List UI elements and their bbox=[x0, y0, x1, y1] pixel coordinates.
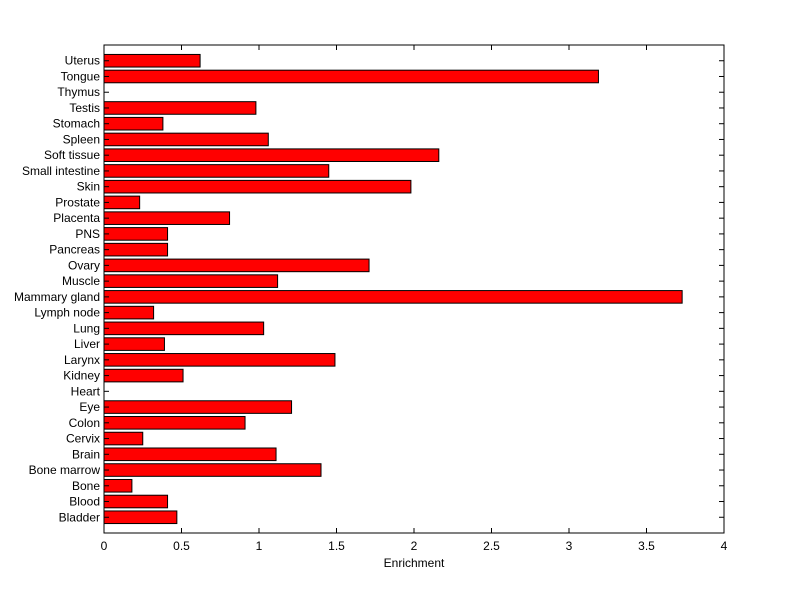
category-label: Prostate bbox=[55, 195, 100, 209]
x-tick-label: 0 bbox=[101, 539, 108, 553]
bar-uterus bbox=[103, 53, 201, 68]
category-label: Stomach bbox=[53, 117, 100, 131]
x-tick-label: 1 bbox=[256, 539, 263, 553]
category-label: Small intestine bbox=[22, 164, 100, 178]
category-label: Tongue bbox=[61, 69, 101, 83]
category-label: Bone bbox=[72, 479, 100, 493]
x-axis-label: Enrichment bbox=[384, 556, 445, 570]
category-label: Soft tissue bbox=[44, 148, 100, 162]
bar-prostate bbox=[103, 195, 141, 210]
x-tick-label: 4 bbox=[721, 539, 728, 553]
bar-bone-marrow bbox=[103, 463, 322, 477]
category-label: Muscle bbox=[62, 274, 100, 288]
category-label: Heart bbox=[71, 384, 101, 398]
category-label: Uterus bbox=[65, 54, 100, 68]
category-label: Cervix bbox=[66, 432, 100, 446]
bar-cervix bbox=[103, 431, 144, 446]
x-tick-labels-layer: 0 0.5 1 1.5 2 2.5 3 3.5 4 bbox=[101, 539, 728, 553]
bar-mammary-gland bbox=[103, 290, 683, 304]
bar-skin bbox=[103, 179, 412, 194]
category-label: Kidney bbox=[63, 369, 100, 383]
bar-lung bbox=[103, 321, 265, 336]
category-label: Larynx bbox=[64, 353, 100, 367]
category-label: Spleen bbox=[63, 132, 100, 146]
bar-liver bbox=[103, 337, 165, 351]
category-label: Blood bbox=[69, 495, 100, 509]
x-tick-label: 3.5 bbox=[638, 539, 655, 553]
bar-tongue bbox=[103, 69, 599, 84]
bar-lymph-node bbox=[103, 305, 155, 320]
bar-placenta bbox=[103, 211, 231, 225]
bar-larynx bbox=[103, 353, 336, 367]
x-tick-label: 0.5 bbox=[173, 539, 190, 553]
bar-ovary bbox=[103, 258, 370, 273]
bars-layer bbox=[103, 53, 683, 525]
category-label: Lymph node bbox=[34, 306, 100, 320]
bar-kidney bbox=[103, 368, 184, 383]
x-tick-label: 3 bbox=[566, 539, 573, 553]
bar-pns bbox=[103, 227, 169, 241]
bar-soft-tissue bbox=[103, 148, 440, 162]
bar-testis bbox=[103, 101, 257, 115]
category-label: Brain bbox=[72, 447, 100, 461]
category-label: Thymus bbox=[57, 85, 100, 99]
x-tick-label: 2 bbox=[411, 539, 418, 553]
category-label: Skin bbox=[77, 180, 100, 194]
bar-eye bbox=[103, 400, 293, 414]
bar-muscle bbox=[103, 274, 279, 288]
category-label: Ovary bbox=[68, 258, 100, 272]
bar-stomach bbox=[103, 116, 164, 131]
category-label: Bladder bbox=[59, 510, 100, 524]
category-label: Lung bbox=[73, 321, 100, 335]
bar-brain bbox=[103, 447, 277, 462]
category-label: Bone marrow bbox=[29, 463, 101, 477]
category-label: Testis bbox=[69, 101, 100, 115]
category-label: PNS bbox=[75, 227, 100, 241]
category-label: Eye bbox=[79, 400, 100, 414]
category-label: Placenta bbox=[53, 211, 100, 225]
bar-small-intestine bbox=[103, 164, 330, 178]
category-label: Mammary gland bbox=[14, 290, 100, 304]
ticks-layer bbox=[103, 45, 725, 533]
category-label: Colon bbox=[69, 416, 100, 430]
category-label: Pancreas bbox=[49, 243, 100, 257]
bar-blood bbox=[103, 494, 169, 509]
plot-frame bbox=[103, 44, 725, 534]
x-tick-label: 2.5 bbox=[483, 539, 500, 553]
bar-pancreas bbox=[103, 242, 169, 257]
bar-spleen bbox=[103, 132, 269, 147]
bar-colon bbox=[103, 416, 246, 430]
category-label: Liver bbox=[74, 337, 100, 351]
bar-bladder bbox=[103, 510, 178, 525]
x-tick-label: 1.5 bbox=[328, 539, 345, 553]
